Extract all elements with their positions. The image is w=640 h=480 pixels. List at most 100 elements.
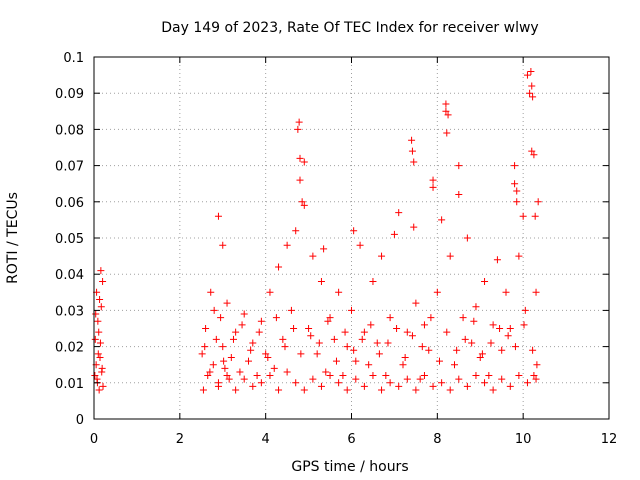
- data-point: [219, 241, 227, 249]
- data-point: [335, 288, 343, 296]
- data-point: [292, 227, 300, 235]
- data-point: [214, 382, 222, 390]
- grid-lines: [94, 57, 609, 419]
- data-point: [526, 89, 534, 97]
- data-point: [382, 372, 390, 380]
- data-point: [317, 277, 325, 285]
- data-point: [99, 382, 107, 390]
- data-point: [523, 71, 531, 79]
- data-point: [438, 216, 446, 224]
- data-point: [96, 353, 104, 361]
- data-point: [511, 162, 519, 170]
- data-point: [498, 375, 506, 383]
- data-point: [401, 353, 409, 361]
- data-point: [532, 288, 540, 296]
- y-tick-label: 0.06: [55, 196, 84, 211]
- data-point: [249, 339, 257, 347]
- data-point: [95, 386, 103, 394]
- x-tick-label: 0: [90, 432, 98, 447]
- y-tick-label: 0.04: [55, 268, 84, 283]
- data-point: [369, 372, 377, 380]
- data-point: [307, 332, 315, 340]
- data-point: [204, 372, 212, 380]
- data-point: [446, 386, 454, 394]
- data-point: [245, 357, 252, 365]
- data-point: [420, 372, 428, 380]
- data-point: [395, 209, 403, 217]
- data-point: [199, 386, 207, 394]
- data-point: [296, 154, 304, 162]
- data-point: [240, 310, 248, 318]
- data-point: [489, 386, 497, 394]
- data-point: [403, 328, 411, 336]
- x-tick-label: 12: [601, 432, 618, 447]
- data-point: [442, 107, 450, 115]
- data-point: [210, 306, 218, 314]
- data-point: [296, 176, 304, 184]
- data-point: [249, 382, 257, 390]
- data-point: [529, 93, 537, 101]
- data-point: [275, 263, 283, 271]
- data-point: [279, 335, 287, 343]
- data-point: [444, 111, 452, 119]
- data-point: [476, 353, 484, 361]
- data-point: [300, 158, 308, 166]
- data-points: [91, 67, 542, 394]
- x-tick-label: 8: [433, 432, 441, 447]
- data-point: [294, 125, 302, 133]
- data-point: [255, 328, 263, 336]
- data-point: [410, 158, 418, 166]
- data-point: [534, 198, 542, 206]
- data-point: [435, 357, 443, 365]
- data-point: [513, 187, 521, 195]
- data-point: [257, 317, 265, 325]
- data-point: [207, 288, 215, 296]
- data-point: [332, 357, 340, 365]
- data-point: [429, 382, 437, 390]
- data-point: [443, 129, 451, 137]
- data-point: [511, 180, 519, 188]
- data-point: [201, 343, 209, 351]
- data-point: [94, 317, 102, 325]
- data-point: [292, 379, 300, 387]
- data-point: [315, 339, 323, 347]
- data-point: [433, 288, 441, 296]
- data-point: [253, 372, 261, 380]
- data-point: [533, 361, 541, 369]
- data-point: [283, 368, 291, 376]
- data-point: [367, 321, 375, 329]
- data-point: [478, 350, 486, 358]
- data-point: [487, 339, 495, 347]
- data-point: [91, 372, 99, 380]
- data-point: [429, 183, 437, 191]
- data-point: [212, 335, 220, 343]
- data-point: [472, 372, 480, 380]
- data-point: [220, 357, 228, 365]
- data-point: [217, 314, 225, 322]
- data-point: [461, 335, 469, 343]
- data-point: [521, 306, 529, 314]
- data-point: [378, 386, 386, 394]
- data-point: [386, 379, 394, 387]
- y-tick-label: 0.02: [55, 341, 84, 356]
- data-point: [350, 346, 358, 354]
- data-point: [283, 241, 291, 249]
- data-point: [455, 162, 463, 170]
- data-point: [343, 343, 351, 351]
- data-point: [443, 328, 451, 336]
- data-point: [223, 372, 231, 380]
- data-point: [418, 343, 426, 351]
- y-tick-label: 0: [76, 413, 84, 428]
- data-point: [408, 136, 416, 144]
- data-point: [313, 350, 321, 358]
- data-point: [468, 339, 476, 347]
- data-point: [240, 375, 248, 383]
- data-point: [223, 299, 231, 307]
- data-point: [375, 350, 383, 358]
- data-point: [378, 252, 386, 260]
- data-point: [390, 230, 398, 238]
- data-point: [386, 314, 394, 322]
- data-point: [416, 375, 424, 383]
- data-point: [481, 379, 489, 387]
- data-point: [300, 386, 308, 394]
